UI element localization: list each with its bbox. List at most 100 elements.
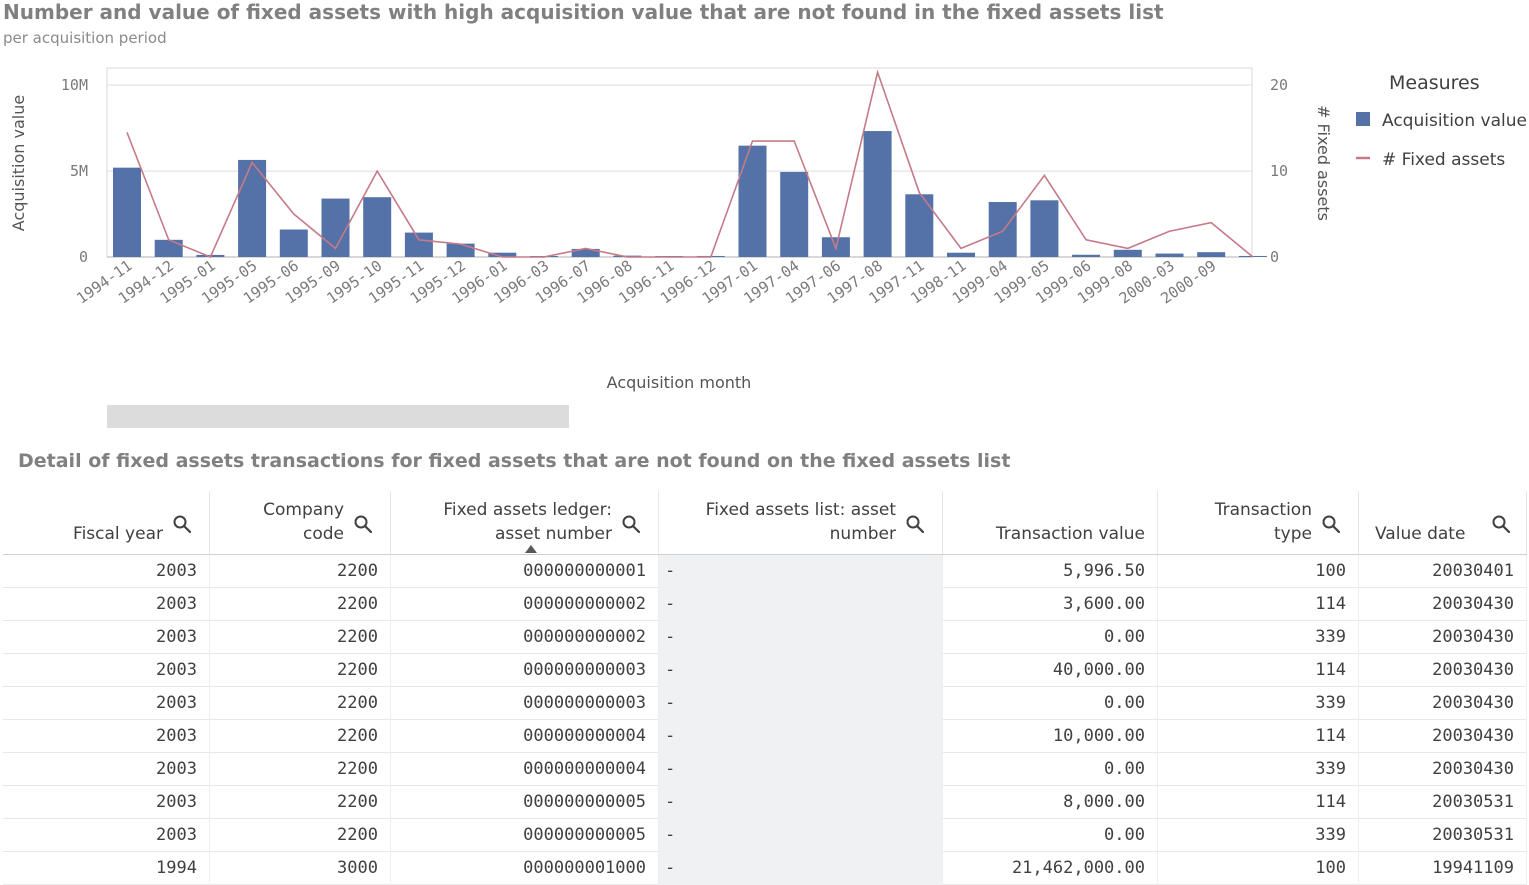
cell-transaction-value[interactable]: 0.00 — [943, 819, 1158, 852]
bar[interactable] — [404, 232, 433, 257]
cell-fiscal-year[interactable]: 2003 — [3, 753, 210, 786]
bar[interactable] — [279, 229, 308, 257]
cell-list-asset-number[interactable]: - — [659, 786, 943, 819]
table-row[interactable]: 1994 3000 000000001000-21,462,000.00 100 199… — [3, 852, 1527, 885]
cell-value-date[interactable]: 20030531 — [1359, 786, 1527, 819]
cell-value-date[interactable]: 20030401 — [1359, 555, 1527, 588]
cell-fiscal-year[interactable]: 2003 — [3, 654, 210, 687]
search-icon[interactable] — [354, 515, 372, 533]
cell-transaction-type[interactable]: 339 — [1158, 819, 1359, 852]
cell-transaction-type[interactable]: 114 — [1158, 654, 1359, 687]
bar[interactable] — [363, 197, 392, 257]
cell-transaction-value[interactable]: 40,000.00 — [943, 654, 1158, 687]
cell-list-asset-number[interactable]: - — [659, 819, 943, 852]
cell-list-asset-number[interactable]: - — [659, 753, 943, 786]
cell-transaction-type[interactable]: 100 — [1158, 555, 1359, 588]
cell-list-asset-number[interactable]: - — [659, 720, 943, 753]
cell-value-date[interactable]: 20030430 — [1359, 621, 1527, 654]
cell-value-date[interactable]: 20030430 — [1359, 753, 1527, 786]
cell-list-asset-number[interactable]: - — [659, 654, 943, 687]
cell-fiscal-year[interactable]: 2003 — [3, 588, 210, 621]
cell-ledger-asset-number[interactable]: 000000000005 — [391, 819, 659, 852]
bar[interactable] — [488, 252, 517, 257]
bar[interactable] — [738, 145, 767, 257]
bar[interactable] — [1113, 249, 1142, 257]
column-header-ledger-asset-number[interactable]: Fixed assets ledger: asset number — [391, 491, 659, 554]
cell-company-code[interactable]: 2200 — [210, 687, 391, 720]
table-row[interactable]: 2003 2200 000000000004-10,000.00 114 2003043… — [3, 720, 1527, 753]
cell-ledger-asset-number[interactable]: 000000000002 — [391, 621, 659, 654]
cell-transaction-type[interactable]: 339 — [1158, 621, 1359, 654]
column-header-fiscal-year[interactable]: Fiscal year — [3, 491, 210, 554]
cell-fiscal-year[interactable]: 1994 — [3, 852, 210, 885]
cell-list-asset-number[interactable]: - — [659, 852, 943, 885]
legend-item-fixed-assets[interactable]: # Fixed assets — [1382, 150, 1505, 170]
bar[interactable] — [113, 167, 141, 257]
cell-company-code[interactable]: 2200 — [210, 819, 391, 852]
table-row[interactable]: 2003 2200 000000000001-5,996.50 100 20030401 — [3, 555, 1527, 588]
cell-transaction-value[interactable]: 0.00 — [943, 621, 1158, 654]
search-icon[interactable] — [1492, 515, 1510, 533]
legend-item-acquisition-value[interactable]: Acquisition value — [1382, 111, 1527, 131]
bar[interactable] — [1072, 254, 1101, 257]
cell-value-date[interactable]: 20030430 — [1359, 588, 1527, 621]
cell-company-code[interactable]: 2200 — [210, 654, 391, 687]
cell-transaction-value[interactable]: 8,000.00 — [943, 786, 1158, 819]
cell-fiscal-year[interactable]: 2003 — [3, 819, 210, 852]
cell-ledger-asset-number[interactable]: 000000000003 — [391, 654, 659, 687]
cell-fiscal-year[interactable]: 2003 — [3, 687, 210, 720]
bar[interactable] — [947, 252, 975, 257]
cell-ledger-asset-number[interactable]: 000000000002 — [391, 588, 659, 621]
cell-value-date[interactable]: 19941109 — [1359, 852, 1527, 885]
cell-transaction-type[interactable]: 114 — [1158, 720, 1359, 753]
cell-ledger-asset-number[interactable]: 000000000004 — [391, 720, 659, 753]
bar[interactable] — [154, 239, 183, 257]
cell-list-asset-number[interactable]: - — [659, 687, 943, 720]
table-row[interactable]: 2003 2200 000000000003-40,000.00 114 2003043… — [3, 654, 1527, 687]
cell-transaction-value[interactable]: 10,000.00 — [943, 720, 1158, 753]
cell-ledger-asset-number[interactable]: 000000000004 — [391, 753, 659, 786]
column-header-value-date[interactable]: Value date — [1359, 491, 1527, 554]
cell-company-code[interactable]: 2200 — [210, 720, 391, 753]
cell-list-asset-number[interactable]: - — [659, 588, 943, 621]
bar[interactable] — [238, 159, 267, 257]
bar[interactable] — [1030, 200, 1059, 257]
cell-company-code[interactable]: 2200 — [210, 588, 391, 621]
cell-company-code[interactable]: 2200 — [210, 621, 391, 654]
column-header-list-asset-number[interactable]: Fixed assets list: asset number — [659, 491, 943, 554]
cell-transaction-value[interactable]: 5,996.50 — [943, 555, 1158, 588]
cell-transaction-type[interactable]: 339 — [1158, 753, 1359, 786]
bar[interactable] — [571, 248, 600, 257]
cell-value-date[interactable]: 20030430 — [1359, 687, 1527, 720]
cell-ledger-asset-number[interactable]: 000000000005 — [391, 786, 659, 819]
search-icon[interactable] — [622, 515, 640, 533]
column-header-transaction-type[interactable]: Transaction type — [1158, 491, 1359, 554]
cell-company-code[interactable]: 2200 — [210, 753, 391, 786]
bar[interactable] — [1155, 253, 1184, 257]
table-row[interactable]: 2003 2200 000000000002-0.00 339 20030430 — [3, 621, 1527, 654]
fixed-assets-line[interactable] — [126, 69, 1254, 259]
cell-ledger-asset-number[interactable]: 000000000003 — [391, 687, 659, 720]
cell-transaction-type[interactable]: 114 — [1158, 786, 1359, 819]
cell-transaction-type[interactable]: 339 — [1158, 687, 1359, 720]
cell-value-date[interactable]: 20030531 — [1359, 819, 1527, 852]
cell-fiscal-year[interactable]: 2003 — [3, 786, 210, 819]
bar[interactable] — [905, 194, 934, 257]
cell-company-code[interactable]: 3000 — [210, 852, 391, 885]
cell-transaction-value[interactable]: 21,462,000.00 — [943, 852, 1158, 885]
cell-fiscal-year[interactable]: 2003 — [3, 555, 210, 588]
column-header-company-code[interactable]: Company code — [210, 491, 391, 554]
cell-ledger-asset-number[interactable]: 000000000001 — [391, 555, 659, 588]
table-row[interactable]: 2003 2200 000000000002-3,600.00 114 20030430 — [3, 588, 1527, 621]
search-icon[interactable] — [906, 515, 924, 533]
cell-ledger-asset-number[interactable]: 000000001000 — [391, 852, 659, 885]
cell-value-date[interactable]: 20030430 — [1359, 654, 1527, 687]
cell-fiscal-year[interactable]: 2003 — [3, 720, 210, 753]
cell-transaction-type[interactable]: 114 — [1158, 588, 1359, 621]
table-row[interactable]: 2003 2200 000000000005-0.00 339 20030531 — [3, 819, 1527, 852]
cell-list-asset-number[interactable]: - — [659, 621, 943, 654]
cell-value-date[interactable]: 20030430 — [1359, 720, 1527, 753]
bar[interactable] — [1197, 252, 1226, 257]
bar[interactable] — [863, 131, 892, 257]
cell-company-code[interactable]: 2200 — [210, 555, 391, 588]
